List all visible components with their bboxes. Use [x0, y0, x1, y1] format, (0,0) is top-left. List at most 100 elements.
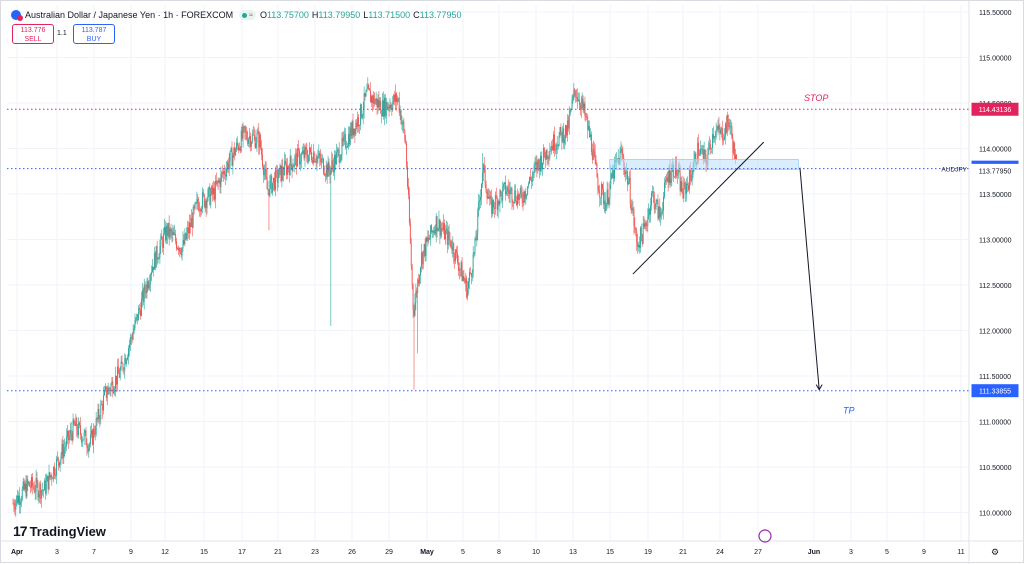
candle-body [66, 436, 68, 447]
candle-body [265, 168, 267, 178]
candle-body [258, 131, 260, 148]
symbol-title[interactable]: Australian Dollar / Japanese Yen · 1h · … [25, 10, 234, 20]
candle-body [531, 175, 533, 182]
candle-body [703, 149, 705, 159]
candle-body [598, 190, 600, 193]
candle-body [424, 244, 426, 256]
candle-body [102, 404, 104, 411]
candle-body [711, 148, 712, 149]
candle-body [106, 394, 108, 398]
candle-body [480, 197, 481, 201]
candle-body [170, 228, 172, 232]
candle-body [377, 99, 379, 108]
candle-body [316, 157, 318, 163]
candle-body [518, 194, 520, 200]
candle-body [338, 149, 340, 163]
sell-button[interactable]: 113.776 SELL [12, 24, 54, 44]
candle-body [493, 207, 495, 209]
candle-body [501, 192, 503, 201]
candle-body [196, 198, 198, 203]
candle-body [362, 110, 364, 116]
candle-body [104, 386, 106, 390]
sell-label: SELL [24, 36, 42, 43]
candle-body [281, 166, 283, 181]
candle-body [515, 190, 517, 202]
tradingview-logo[interactable]: 17 TradingView [13, 523, 106, 539]
candle-body [272, 182, 274, 193]
candle-body [456, 249, 457, 253]
candle-body [651, 193, 652, 206]
candle-body [75, 418, 77, 426]
candle-body [96, 418, 98, 420]
candle-body [644, 223, 646, 227]
x-tick-label: 9 [129, 549, 133, 556]
candle-body [192, 207, 194, 228]
candle-body [238, 145, 239, 150]
candle-body [262, 166, 264, 176]
candle-body [637, 242, 639, 247]
candle-body [365, 91, 367, 97]
candle-body [590, 134, 592, 153]
candle-body [503, 183, 505, 188]
candle-body [213, 188, 215, 200]
candle-body [35, 478, 37, 492]
candle-body [16, 495, 18, 502]
candle-body [525, 195, 527, 199]
candle-body [522, 200, 524, 203]
candle-body [590, 134, 591, 137]
candle-body [487, 196, 489, 199]
candle-body [677, 169, 679, 176]
candle-body [176, 241, 177, 249]
candle-body [423, 244, 425, 251]
candle-body [128, 344, 130, 349]
candle-body [408, 194, 410, 223]
candle-body [717, 125, 719, 130]
candle-body [594, 152, 596, 160]
candle-body [301, 153, 303, 155]
candle-body [404, 130, 406, 141]
candle-body [300, 154, 302, 162]
candle-body [582, 98, 584, 109]
candle-body [152, 266, 153, 273]
trendline [632, 141, 765, 275]
candle-body [130, 336, 132, 339]
candle-body [101, 404, 103, 405]
candle-body [434, 230, 436, 235]
candle-body [313, 152, 315, 162]
candle-body [612, 169, 614, 178]
candle-body [222, 172, 224, 175]
candle-body [206, 200, 208, 209]
x-tick-label: 29 [385, 549, 393, 556]
candle-body [162, 239, 164, 248]
x-tick-label: Apr [11, 549, 23, 556]
candle-body [733, 142, 735, 153]
candle-body [54, 466, 56, 476]
candle-body [709, 143, 711, 145]
x-tick-label: 3 [849, 549, 853, 556]
candle-body [154, 252, 156, 268]
candle-body [62, 444, 64, 458]
candle-body [497, 201, 499, 210]
candle-body [469, 272, 470, 282]
candle-body [329, 171, 331, 176]
candle-body [94, 434, 96, 435]
candle-body [108, 387, 110, 390]
settings-icon: ⚙ [991, 547, 999, 557]
candle-body [669, 167, 671, 183]
candle-body [574, 89, 576, 91]
candle-body [277, 177, 279, 183]
candle-body [415, 290, 417, 303]
candle-body [177, 247, 179, 251]
candle-body [549, 151, 551, 158]
buy-button[interactable]: 113.787 BUY [73, 24, 115, 44]
status-pill[interactable]: ≈ [239, 10, 256, 20]
candle-body [656, 200, 658, 201]
candle-body [514, 190, 516, 202]
candle-body [214, 180, 216, 200]
candle-body [116, 366, 118, 385]
candle-body [137, 314, 139, 321]
candle-body [648, 208, 650, 217]
candle-body [337, 149, 339, 151]
candle-body [31, 476, 33, 487]
